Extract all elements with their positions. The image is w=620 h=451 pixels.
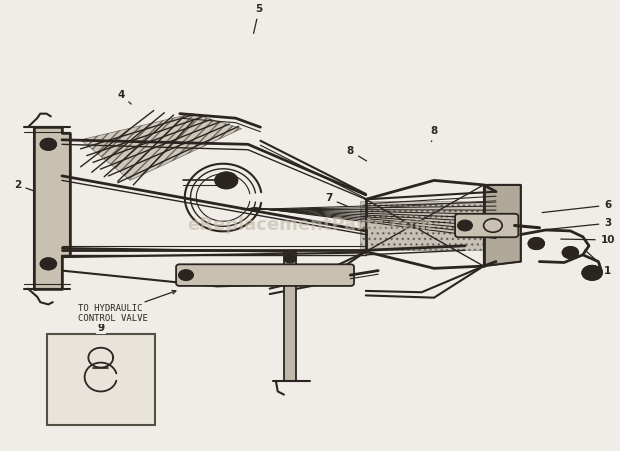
Polygon shape: [484, 185, 521, 266]
Polygon shape: [360, 201, 502, 250]
Text: eReplacementParts.com: eReplacementParts.com: [187, 216, 433, 235]
FancyBboxPatch shape: [12, 9, 608, 428]
Circle shape: [179, 270, 193, 281]
Text: 4: 4: [117, 90, 131, 104]
Text: 9: 9: [97, 323, 105, 333]
Text: 3: 3: [545, 218, 611, 230]
Polygon shape: [284, 252, 296, 381]
Circle shape: [458, 220, 472, 231]
Polygon shape: [34, 127, 70, 289]
FancyBboxPatch shape: [455, 214, 518, 237]
Text: 10: 10: [560, 235, 615, 245]
Text: 6: 6: [542, 200, 611, 212]
Text: 7: 7: [325, 193, 348, 207]
Circle shape: [40, 138, 56, 150]
Circle shape: [284, 254, 296, 263]
FancyBboxPatch shape: [176, 264, 354, 286]
Circle shape: [562, 247, 578, 258]
Circle shape: [528, 238, 544, 249]
Text: TO HYDRAULIC
CONTROL VALVE: TO HYDRAULIC CONTROL VALVE: [78, 290, 176, 323]
Polygon shape: [81, 114, 242, 180]
Text: 8: 8: [347, 146, 366, 161]
Circle shape: [222, 177, 231, 184]
FancyBboxPatch shape: [46, 334, 155, 425]
Text: 1: 1: [585, 250, 611, 276]
Circle shape: [215, 172, 237, 189]
Circle shape: [40, 258, 56, 270]
Text: 2: 2: [14, 180, 33, 191]
Text: 8: 8: [430, 126, 438, 142]
Circle shape: [582, 266, 602, 280]
Text: 5: 5: [254, 4, 263, 33]
